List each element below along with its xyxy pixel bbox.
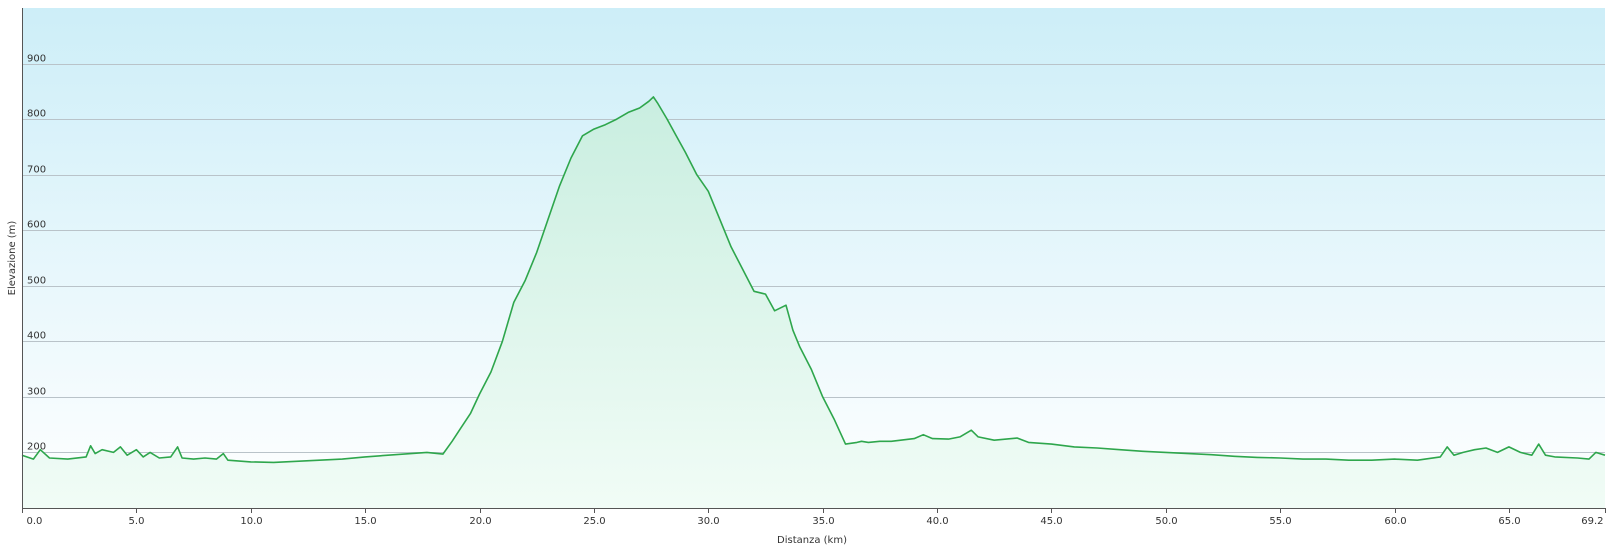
elevation-area	[22, 96, 1605, 509]
x-tick-label: 55.0	[1269, 516, 1291, 527]
y-tick-label: 300	[27, 387, 46, 398]
x-tick-label: 45.0	[1040, 516, 1062, 527]
y-axis-title: Elevazione (m)	[7, 221, 18, 296]
x-tick-label: 30.0	[697, 516, 719, 527]
y-tick-label: 400	[27, 331, 46, 342]
x-tick-label: 15.0	[354, 516, 376, 527]
x-tick-label: 69.2	[1581, 516, 1603, 527]
elevation-line	[21, 96, 1606, 464]
x-tick-label: 40.0	[926, 516, 948, 527]
x-axis-title: Distanza (km)	[777, 535, 847, 546]
x-tick-label: 5.0	[129, 516, 145, 527]
x-tick-label: 20.0	[469, 516, 491, 527]
y-tick-label: 700	[27, 165, 46, 176]
y-tick-label: 500	[27, 276, 46, 287]
x-tick-label: 60.0	[1384, 516, 1406, 527]
x-tick-label: 50.0	[1155, 516, 1177, 527]
x-tick-label: 10.0	[240, 516, 262, 527]
y-tick-label: 800	[27, 109, 46, 120]
x-tick-label: 35.0	[812, 516, 834, 527]
y-tick-labels: 200 300 400 500 600 700 800 900	[27, 54, 46, 453]
y-tick-label: 900	[27, 54, 46, 65]
x-tick-label: 65.0	[1498, 516, 1520, 527]
y-tick-label: 200	[27, 442, 46, 453]
x-tick-label: 0.0	[27, 516, 43, 527]
x-tick-label: 25.0	[583, 516, 605, 527]
x-tick-labels: 0.0 5.0 10.0 15.0 20.0 25.0 30.0 35.0 40.0 45.0 50…	[22, 508, 1606, 527]
y-tick-label: 600	[27, 220, 46, 231]
